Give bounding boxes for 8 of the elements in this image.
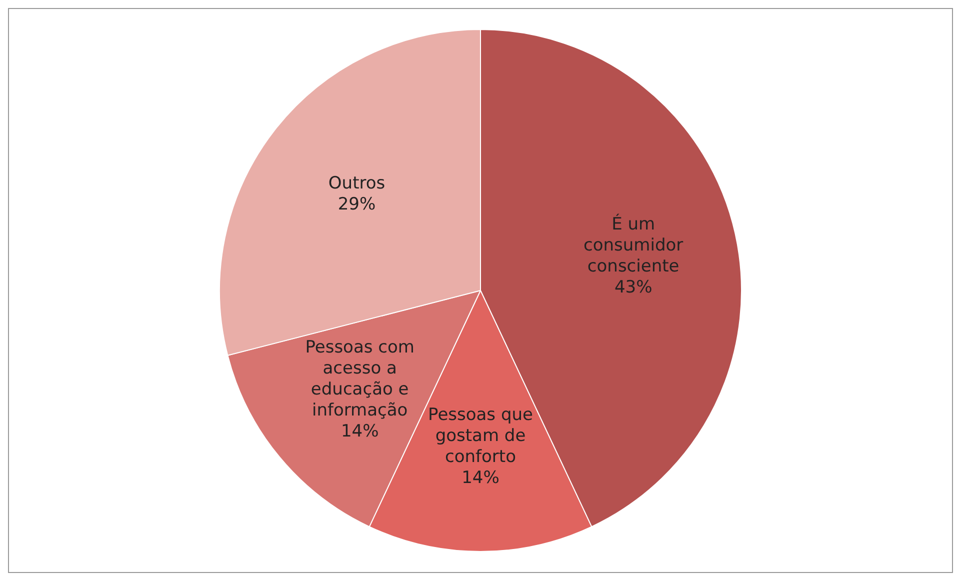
data-label: 14%: [340, 422, 379, 442]
slice-label: É um consumidor consciente: [584, 213, 684, 276]
slice-label: Outros: [328, 173, 386, 194]
data-label: 29%: [338, 194, 376, 214]
data-label: 14%: [462, 468, 500, 488]
data-label: 43%: [614, 277, 652, 298]
slice-label: Pessoas com acesso a educação e informação: [305, 338, 414, 421]
slice-label: Pessoas que gostam de conforto: [428, 405, 533, 468]
